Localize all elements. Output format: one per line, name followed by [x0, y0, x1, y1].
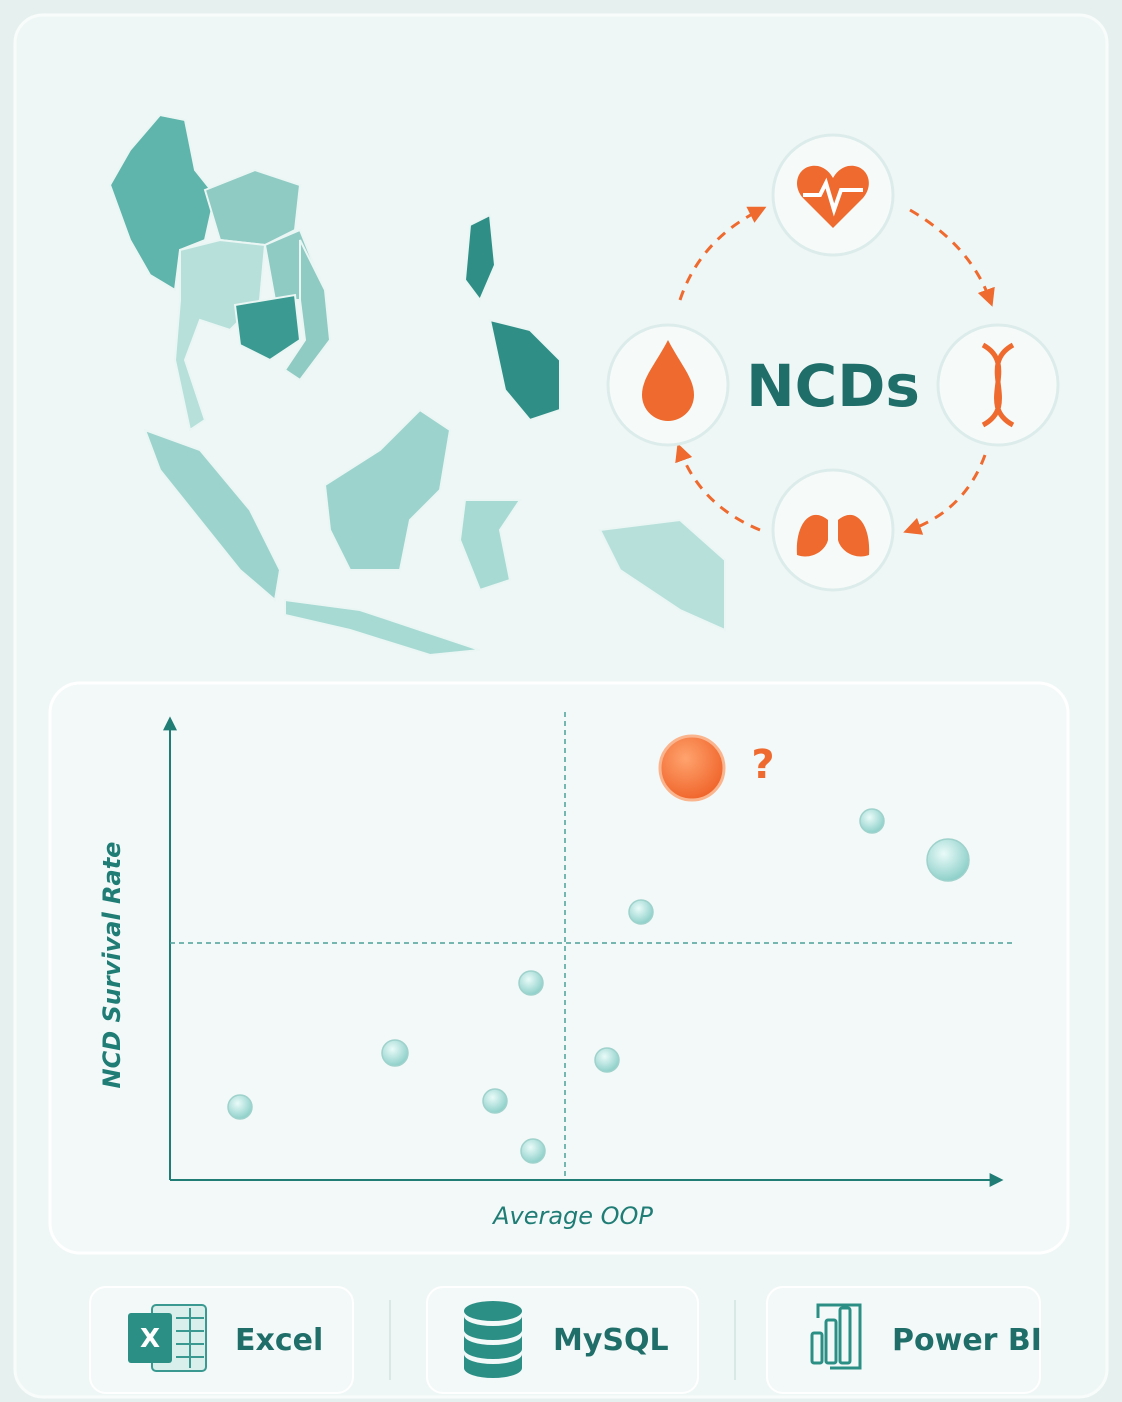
arrow: [675, 443, 761, 532]
dot: [859, 808, 885, 834]
cycle-title: NCDs: [746, 352, 920, 420]
highlight-dot: [658, 734, 726, 802]
tool-label: Excel: [235, 1323, 323, 1358]
arrow: [903, 454, 987, 535]
tool-label: MySQL: [553, 1323, 669, 1358]
dna-icon: [981, 342, 1015, 428]
chart-card: [48, 681, 1070, 1255]
sheet-grid: [176, 1308, 204, 1368]
powerbi-icon: [810, 1303, 862, 1370]
excel-badge: [128, 1313, 172, 1363]
y-axis-label: NCD Survival Rate: [98, 842, 126, 1089]
dot: [482, 1088, 508, 1114]
tools: X Excel MySQL Power BI: [89, 1286, 1042, 1394]
dot: [227, 1094, 253, 1120]
ncd-icons: NCDs: [606, 133, 1060, 592]
arrow: [678, 206, 767, 301]
x-axis-label: Average OOP: [491, 1202, 653, 1230]
tool-label: Power BI: [892, 1323, 1042, 1358]
ncd-cycle: [675, 206, 995, 535]
dot: [628, 899, 654, 925]
question-mark: ?: [751, 742, 774, 788]
excel-letter: X: [140, 1324, 160, 1354]
arrow: [909, 208, 995, 307]
icon-circle: [771, 468, 895, 592]
dot: [594, 1047, 620, 1073]
scatter-plot: ? NCD Survival Rate Average OOP: [98, 712, 1012, 1230]
dot: [518, 970, 544, 996]
lungs-icon: [796, 495, 870, 557]
drop-icon: [642, 340, 694, 421]
dot: [381, 1039, 409, 1067]
heart-icon: [797, 165, 869, 228]
dot: [520, 1138, 546, 1164]
pulse: [803, 177, 863, 217]
map: [108, 113, 726, 657]
db-icon: [464, 1301, 522, 1378]
dots: [227, 808, 970, 1164]
dot: [926, 838, 970, 882]
